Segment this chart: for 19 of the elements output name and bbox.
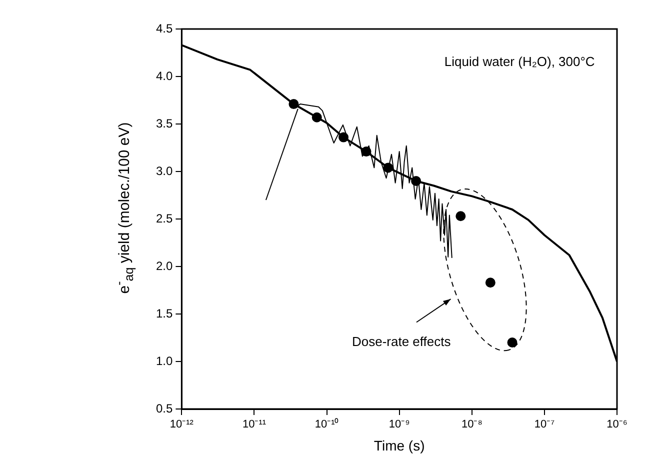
y-tick-label: 3.0 <box>156 164 173 178</box>
annotation: Dose-rate effects <box>352 334 452 349</box>
x-axis-title: Time (s) <box>374 437 425 454</box>
y-tick-label: 4.0 <box>156 68 173 83</box>
annotation: Liquid water (H₂O), 300°C <box>444 54 595 69</box>
y-tick-label: 1.0 <box>156 354 173 368</box>
x-tick-label: 10⁻⁹ <box>388 418 410 431</box>
x-tick-label: 10⁻¹² <box>170 418 194 431</box>
x-tick-label: 10⁻⁸ <box>461 418 482 431</box>
y-tick-label: 4.5 <box>156 21 173 36</box>
y-tick-label: 1.5 <box>156 306 173 320</box>
y-tick-label: 2.0 <box>156 258 173 273</box>
y-tick-label: 0.5 <box>156 401 173 416</box>
x-tick-label: 10⁻¹⁰ <box>314 418 339 431</box>
x-tick-label: 10⁻⁶ <box>606 418 628 431</box>
y-tick-label: 3.5 <box>156 116 173 130</box>
x-tick-label: 10⁻⁷ <box>534 418 555 431</box>
x-tick-label: 10⁻¹¹ <box>242 418 266 431</box>
y-tick-label: 2.5 <box>156 211 173 226</box>
